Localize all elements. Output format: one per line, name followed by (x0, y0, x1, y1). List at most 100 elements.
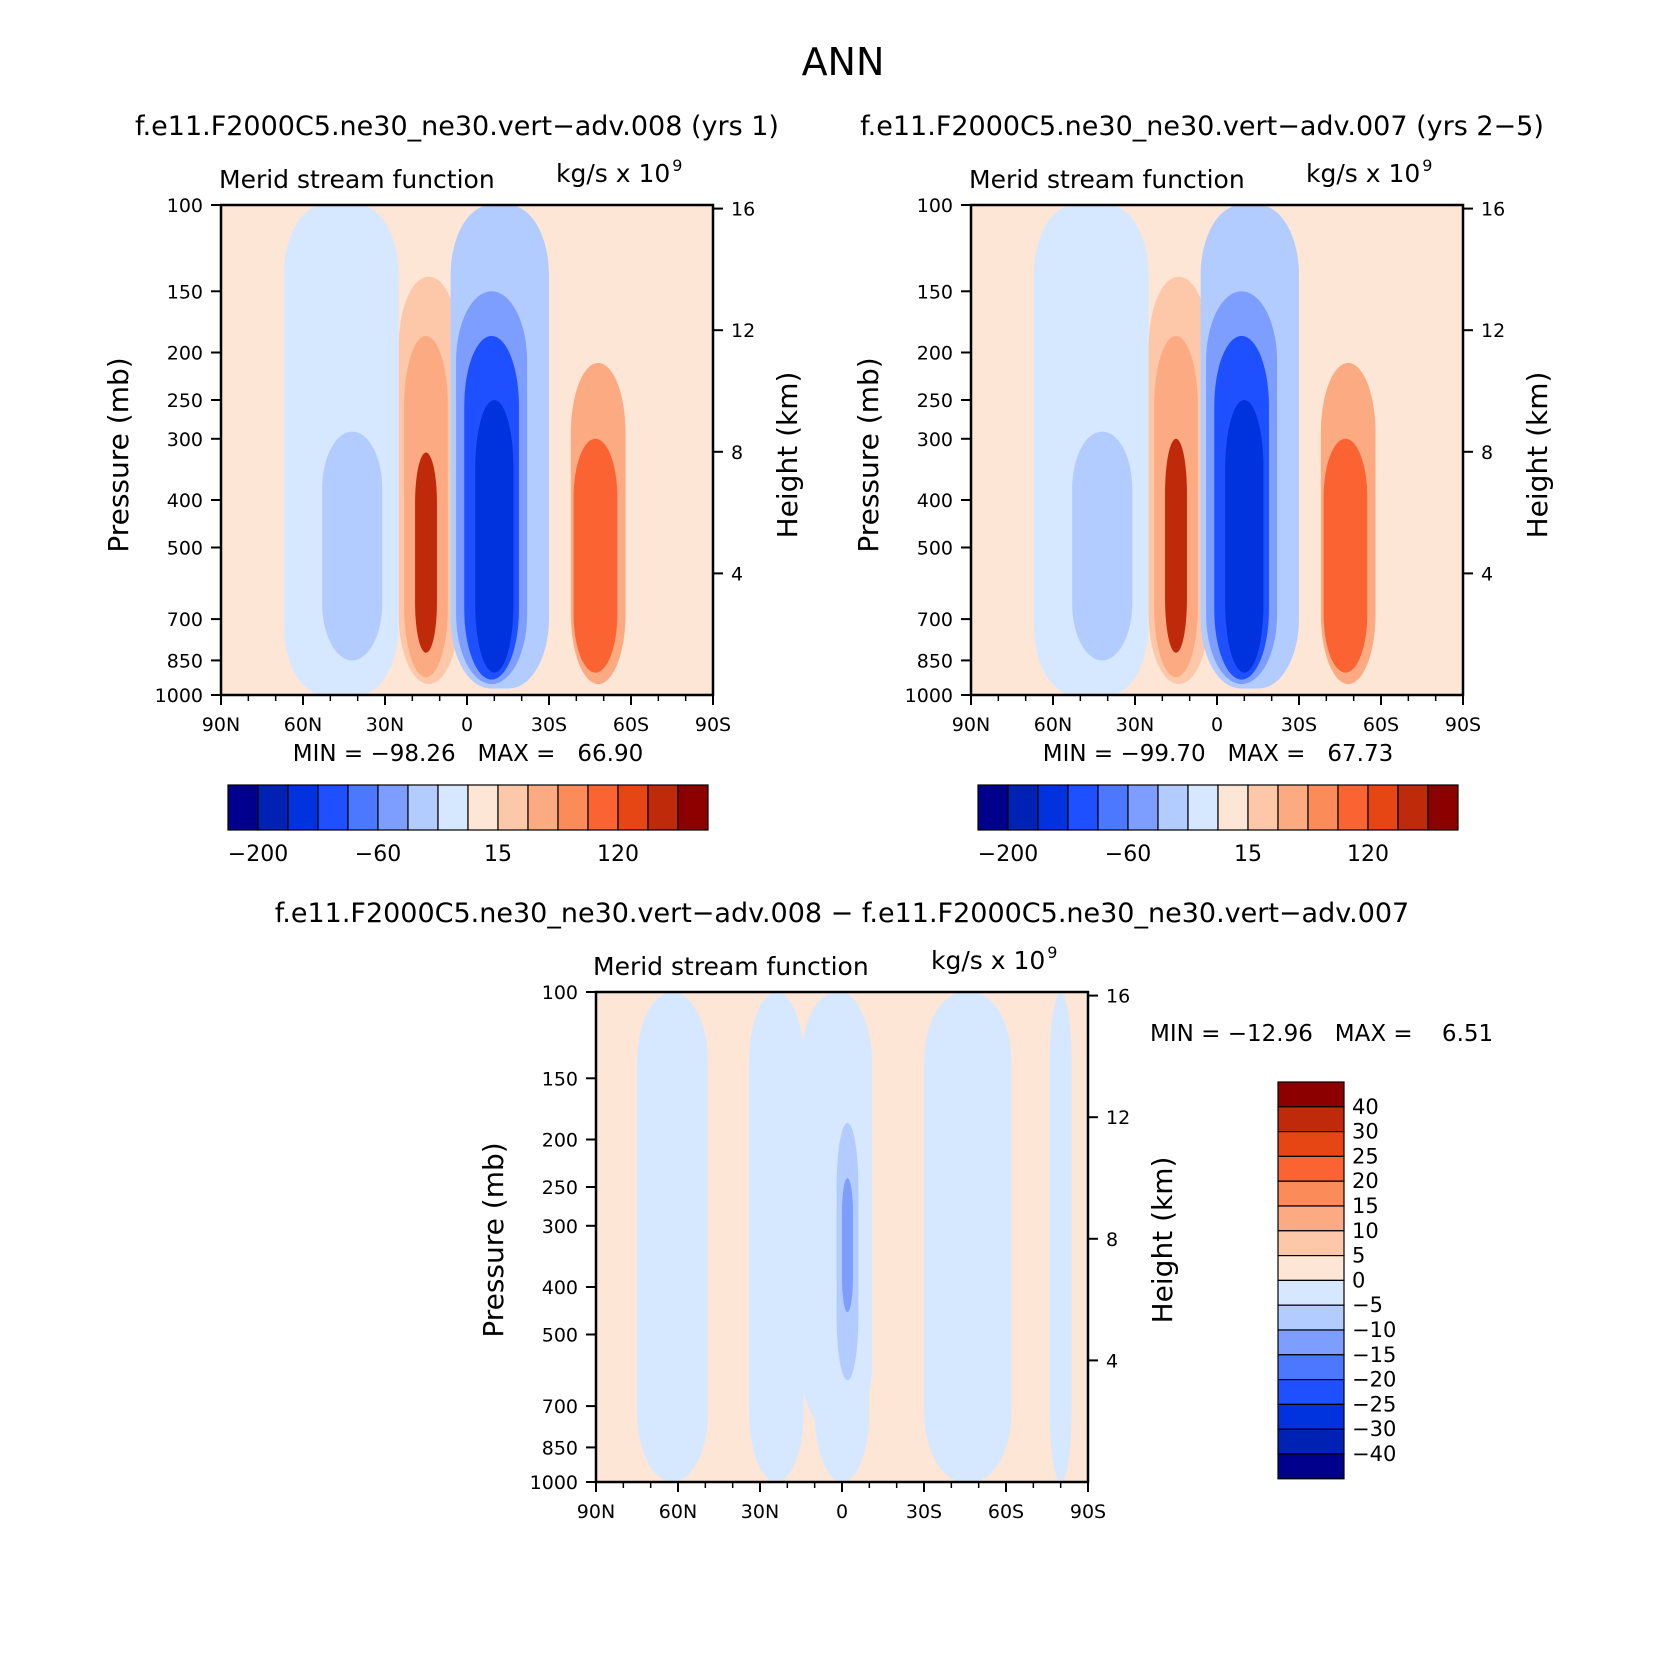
x-tick-label: 30S (906, 1501, 942, 1523)
y2-axis-label: Height (km) (1521, 372, 1554, 539)
x-tick-label: 30N (366, 714, 404, 736)
colorbar-box (497, 784, 529, 831)
colorbar-box (1277, 1081, 1345, 1108)
y-tick-label: 1000 (905, 685, 953, 707)
y-tick-label: 100 (917, 195, 953, 217)
y2-axis-label: Height (km) (1146, 1157, 1179, 1324)
colorbar-label: −200 (228, 842, 288, 867)
colorbar-box (1277, 1155, 1345, 1182)
y-tick-label: 250 (917, 390, 953, 412)
x-tick-label: 90N (202, 714, 240, 736)
units-string: kg/s x 10 9 (931, 943, 1057, 975)
colorbar-box (1277, 1378, 1345, 1405)
units-string: kg/s x 10 9 (556, 156, 682, 188)
y2-tick-label: 16 (1106, 986, 1130, 1008)
colorbar-box (1277, 1130, 1345, 1157)
y-tick-label: 250 (167, 390, 203, 412)
x-tick-label: 90N (952, 714, 990, 736)
colorbar-box (1277, 1354, 1345, 1381)
y-tick-label: 150 (917, 281, 953, 303)
colorbar-box (1277, 1230, 1345, 1257)
panel-title: f.e11.F2000C5.ne30_ne30.vert−adv.008 (yr… (135, 111, 779, 142)
y-tick-label: 1000 (155, 685, 203, 707)
y2-axis-label: Height (km) (771, 372, 804, 539)
y-tick-label: 200 (542, 1130, 578, 1152)
colorbar-box (1277, 784, 1309, 831)
min-max-text: MIN = −12.96 MAX = 6.51 (1150, 1021, 1493, 1047)
colorbar-box (557, 784, 589, 831)
y-axis-label: Pressure (mb) (852, 357, 885, 552)
colorbar-box (287, 784, 319, 831)
y-tick-label: 200 (167, 343, 203, 365)
y-tick-label: 150 (542, 1068, 578, 1090)
colorbar-box (1277, 1279, 1345, 1306)
colorbar-box (1277, 1403, 1345, 1430)
axes: 90N 60N 30N 0 30S 60S 90S 100 150 200 250 300 400 500… (155, 195, 756, 736)
contour-region (415, 452, 437, 653)
y-tick-label: 250 (542, 1177, 578, 1199)
colorbar-box (1097, 784, 1129, 831)
colorbar-label: 30 (1352, 1120, 1379, 1144)
colorbar-box (527, 784, 559, 831)
colorbar-box (437, 784, 469, 831)
colorbar-box (1397, 784, 1429, 831)
y-axis-label: Pressure (mb) (477, 1142, 510, 1337)
colorbar-label: −60 (1105, 842, 1151, 867)
panel-bottom: f.e11.F2000C5.ne30_ne30.vert−adv.008 − f… (275, 898, 1493, 1523)
x-tick-label: 90S (1070, 1501, 1106, 1523)
x-tick-label: 90N (577, 1501, 615, 1523)
colorbar-box (1277, 1254, 1345, 1281)
y-tick-label: 100 (542, 982, 578, 1004)
y2-tick-label: 12 (731, 320, 755, 342)
colorbar-box (1367, 784, 1399, 831)
colorbar-label: −10 (1352, 1318, 1396, 1342)
colorbar-box (1277, 1106, 1345, 1133)
contour-region (1072, 431, 1133, 661)
colorbar-box (977, 784, 1009, 831)
y2-tick-label: 16 (731, 199, 755, 221)
colorbar-label: 40 (1352, 1095, 1379, 1119)
panel-title: f.e11.F2000C5.ne30_ne30.vert−adv.008 − f… (275, 898, 1410, 929)
y-tick-label: 850 (917, 650, 953, 672)
x-tick-label: 0 (461, 714, 473, 736)
contour-region (573, 438, 618, 673)
colorbar-label: 10 (1352, 1219, 1379, 1243)
colorbar: −200 −60 15 120 (977, 784, 1459, 867)
x-tick-label: 0 (1211, 714, 1223, 736)
contour-fills (221, 205, 713, 695)
y2-tick-label: 12 (1481, 320, 1505, 342)
left-string: Merid stream function (969, 165, 1245, 194)
y-tick-label: 400 (167, 490, 203, 512)
colorbar-box (1037, 784, 1069, 831)
x-tick-label: 30S (531, 714, 567, 736)
x-tick-label: 90S (695, 714, 731, 736)
y-tick-label: 400 (542, 1277, 578, 1299)
colorbar-label: −5 (1352, 1293, 1383, 1317)
colorbar-label: −15 (1352, 1343, 1396, 1367)
colorbar-box (317, 784, 349, 831)
contour-region (488, 586, 506, 656)
contour-region (842, 1178, 853, 1313)
y-tick-label: 300 (167, 429, 203, 451)
y-tick-label: 100 (167, 195, 203, 217)
colorbar-label: −60 (355, 842, 401, 867)
contour-fills (596, 992, 1088, 1482)
min-max-text: MIN = −98.26 MAX = 66.90 (293, 741, 643, 767)
y-axis-label: Pressure (mb) (102, 357, 135, 552)
colorbar-label: 20 (1352, 1169, 1379, 1193)
y-tick-label: 400 (917, 490, 953, 512)
y2-tick-label: 8 (731, 442, 743, 464)
contour-region (1323, 438, 1368, 673)
colorbar-box (1247, 784, 1279, 831)
contour-region (749, 992, 804, 1482)
contour-region (1238, 586, 1256, 656)
colorbar-box (587, 784, 619, 831)
panel-title: f.e11.F2000C5.ne30_ne30.vert−adv.007 (yr… (860, 111, 1544, 142)
x-tick-label: 30N (1116, 714, 1154, 736)
y2-tick-label: 16 (1481, 199, 1505, 221)
left-string: Merid stream function (593, 952, 869, 981)
colorbar: −200 −60 15 120 (227, 784, 709, 867)
colorbar-label: −200 (978, 842, 1038, 867)
colorbar-label: 15 (1234, 842, 1262, 867)
y-tick-label: 1000 (530, 1472, 578, 1494)
